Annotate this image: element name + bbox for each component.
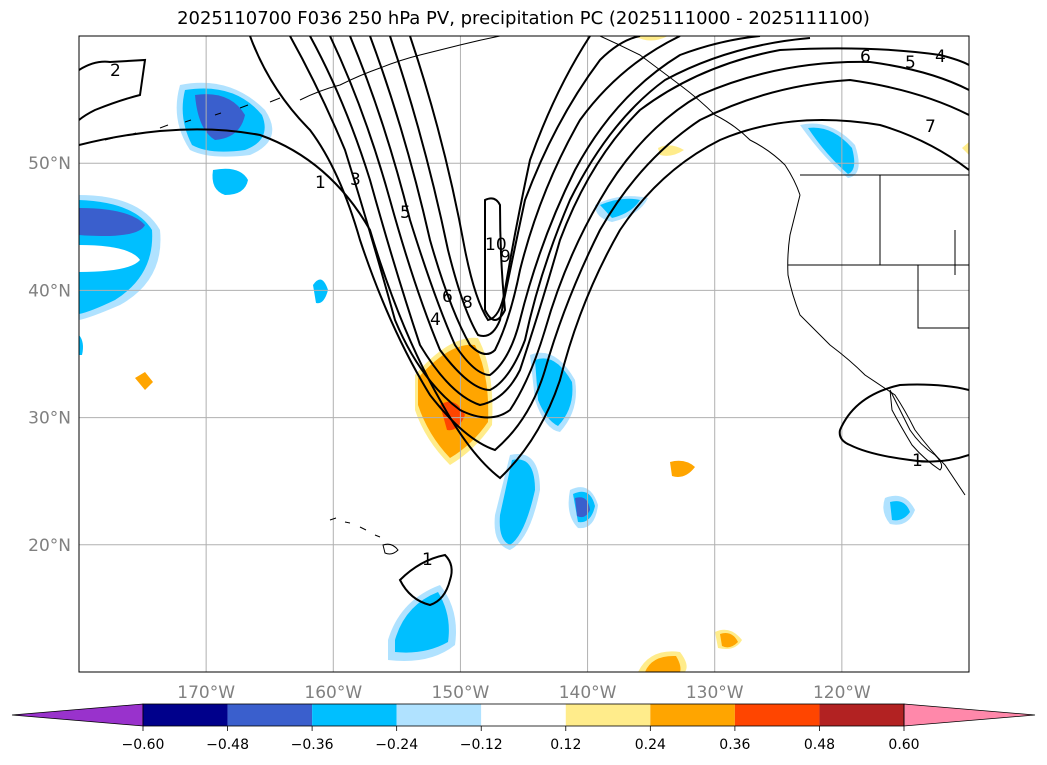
precip-shading <box>79 36 969 672</box>
contour-label: 9 <box>500 247 511 267</box>
pv-contour <box>409 36 591 322</box>
precip-neg-area <box>808 127 855 174</box>
precip-neg-area <box>313 279 328 304</box>
colorbar-tick-label: −0.24 <box>375 737 418 753</box>
latitude-label: 30°N <box>28 409 71 429</box>
colorbar-swatch <box>396 704 482 726</box>
precip-neg-area <box>395 592 449 653</box>
contour-label: 5 <box>905 53 916 73</box>
pv-contour <box>249 36 969 452</box>
contour-label: 5 <box>400 203 411 223</box>
contour-label: 6 <box>860 47 871 67</box>
map-frame <box>78 35 970 673</box>
colorbar-tick-label: −0.36 <box>291 737 334 753</box>
contour-label: 1 <box>315 173 326 193</box>
contour-label: 2 <box>110 61 121 81</box>
contour-label: 1 <box>422 550 433 570</box>
colorbar: −0.60 −0.48 −0.36 −0.24 −0.12 0.12 0.24 0.36 0.4… <box>11 703 1036 753</box>
colorbar-swatch <box>481 704 566 726</box>
colorbar-swatch <box>819 704 904 726</box>
precip-neg-area <box>79 335 83 355</box>
pv-contour <box>349 36 761 377</box>
precip-pos-area <box>670 460 695 477</box>
precip-pos-area <box>635 36 668 41</box>
longitude-labels: 170°W 160°W 150°W 140°W 130°W 120°W <box>177 683 871 703</box>
longitude-label: 130°W <box>686 683 744 703</box>
pv-contour <box>79 58 147 121</box>
colorbar-tick-label: 0.36 <box>719 737 750 753</box>
contour-label: 1 <box>912 451 923 471</box>
precip-pos-area <box>720 633 738 648</box>
precip-neg-area <box>212 168 248 195</box>
colorbar-tick-label: −0.12 <box>460 737 503 753</box>
colorbar-frame <box>142 703 905 727</box>
colorbar-swatch <box>734 704 820 726</box>
precip-neg-area <box>575 497 590 518</box>
colorbar-tick-label: 0.24 <box>635 737 666 753</box>
latitude-labels: 50°N 40°N 30°N 20°N <box>28 154 71 556</box>
longitude-label: 150°W <box>432 683 490 703</box>
alaska-coast <box>299 36 501 101</box>
contour-label: 10 <box>485 235 507 255</box>
latitude-label: 40°N <box>28 281 71 301</box>
colorbar-extend-max <box>903 703 1036 727</box>
contour-label: 4 <box>935 47 946 67</box>
pv-contour <box>389 36 641 337</box>
longitude-label: 160°W <box>304 683 362 703</box>
precip-neg-area <box>499 459 535 545</box>
pv-contour <box>369 36 681 355</box>
us-west-coast <box>787 194 966 496</box>
latitude-label: 20°N <box>28 536 71 556</box>
pv-contour <box>398 553 453 607</box>
longitude-label: 140°W <box>559 683 617 703</box>
colorbar-tick-label: 0.60 <box>888 737 919 753</box>
pv-contour <box>483 197 507 321</box>
contour-label: 7 <box>925 117 936 137</box>
pv-contour <box>329 36 811 392</box>
latitude-label: 50°N <box>28 154 71 174</box>
map-title: 2025110700 F036 250 hPa PV, precipitatio… <box>177 8 870 29</box>
colorbar-swatch <box>650 704 735 726</box>
pv-contour <box>289 36 969 419</box>
precip-pos-area <box>962 142 969 155</box>
contour-labels: 2 1 3 5 10 9 8 6 4 6 5 4 7 1 1 <box>110 47 946 570</box>
baja-california <box>889 389 943 471</box>
state-border <box>788 175 969 329</box>
longitude-label: 120°W <box>813 683 871 703</box>
colorbar-swatch <box>143 704 228 726</box>
colorbar-tick-label: 0.48 <box>804 737 835 753</box>
precip-neg-area <box>79 208 145 236</box>
colorbar-swatch <box>312 704 397 726</box>
pv-contour <box>309 36 969 407</box>
precip-pos-area <box>645 655 681 672</box>
colorbar-tick-label: 0.12 <box>550 737 581 753</box>
hawaiian-islands <box>329 517 399 555</box>
colorbar-extend-min <box>11 703 144 727</box>
contour-label: 6 <box>442 287 453 307</box>
contour-label: 8 <box>462 293 473 313</box>
pv-contour <box>79 119 969 480</box>
colorbar-swatch <box>227 704 313 726</box>
pv-contour <box>838 383 969 463</box>
pv-contours <box>79 36 969 607</box>
precip-pos-area <box>135 372 153 390</box>
longitude-label: 170°W <box>177 683 235 703</box>
alaska-panhandle-coast <box>599 36 801 196</box>
colorbar-swatch <box>565 704 651 726</box>
contour-label: 4 <box>430 310 441 330</box>
precip-neg-area <box>79 245 140 272</box>
precip-neg-area <box>890 501 910 521</box>
precip-pos-area <box>418 344 489 458</box>
colorbar-tick-label: −0.48 <box>206 737 249 753</box>
colorbar-tick-label: −0.60 <box>122 737 165 753</box>
coastlines <box>104 36 969 555</box>
contour-label: 3 <box>350 170 361 190</box>
